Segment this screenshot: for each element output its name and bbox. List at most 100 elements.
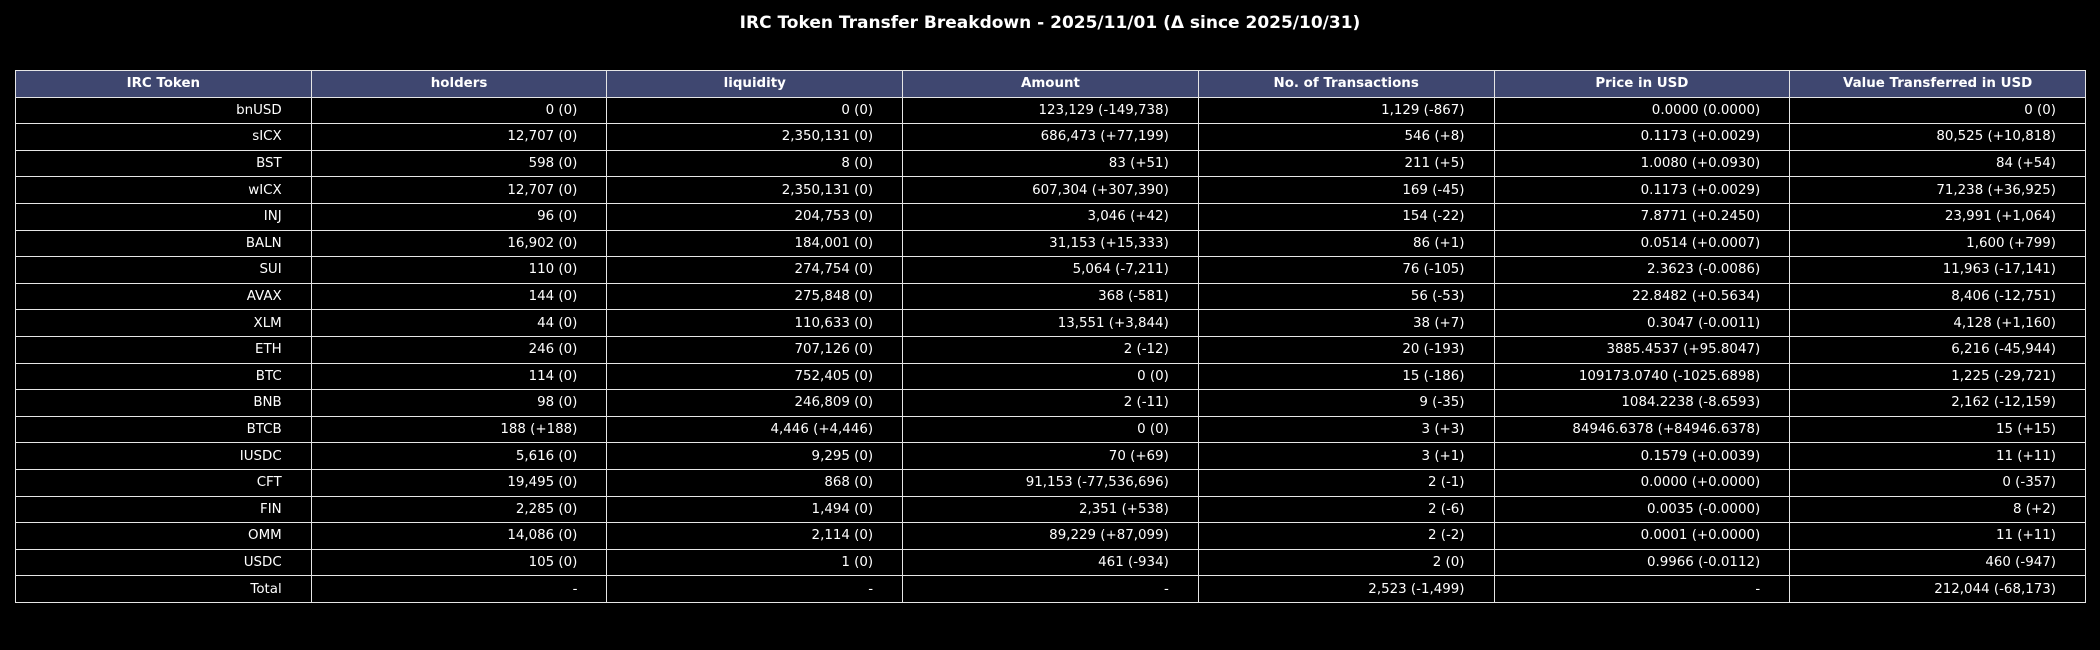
cell-price-in-usd: 0.0000 (+0.0000) <box>1493 468 1791 497</box>
cell-no-of-transactions: 169 (-45) <box>1197 176 1495 204</box>
cell-irc-token: bnUSD <box>15 96 312 125</box>
cell-no-of-transactions: 1,129 (-867) <box>1197 96 1495 125</box>
cell-no-of-transactions: 2 (0) <box>1197 548 1495 577</box>
cell-liquidity: 9,295 (0) <box>606 442 904 470</box>
cell-amount: - <box>902 575 1199 603</box>
cell-value-transferred-in-usd: 15 (+15) <box>1789 415 2086 444</box>
cell-amount: 5,064 (-7,211) <box>902 256 1199 284</box>
cell-holders: - <box>310 575 608 603</box>
cell-holders: 598 (0) <box>310 149 608 178</box>
table-row-bst: BST 598 (0) 8 (0) 83 (+51) 211 (+5) 1.0080 (+… <box>15 149 2086 178</box>
table-row-btcb: BTCB 188 (+188) 4,446 (+4,446) 0 (0) 3 (+3) 8… <box>15 415 2086 444</box>
cell-liquidity: 275,848 (0) <box>606 282 904 311</box>
table-row-btc: BTC 114 (0) 752,405 (0) 0 (0) 15 (-186) 10917… <box>15 362 2086 391</box>
cell-irc-token: AVAX <box>15 282 312 311</box>
cell-holders: 110 (0) <box>310 256 608 284</box>
cell-amount: 3,046 (+42) <box>902 202 1199 231</box>
cell-holders: 246 (0) <box>310 335 608 364</box>
cell-irc-token: ETH <box>15 335 312 364</box>
cell-amount: 13,551 (+3,844) <box>902 309 1199 337</box>
table-row-usdc: USDC 105 (0) 1 (0) 461 (-934) 2 (0) 0.9966 (-… <box>15 548 2086 577</box>
header-row: IRC Token holders liquidity Amount No. of Tr… <box>15 70 2086 98</box>
cell-price-in-usd: 0.1173 (+0.0029) <box>1493 176 1791 204</box>
cell-liquidity: 274,754 (0) <box>606 256 904 284</box>
cell-liquidity: - <box>606 575 904 603</box>
cell-holders: 16,902 (0) <box>310 229 608 258</box>
cell-price-in-usd: 0.0001 (+0.0000) <box>1493 522 1791 550</box>
cell-irc-token: Total <box>15 575 312 603</box>
cell-no-of-transactions: 2 (-2) <box>1197 522 1495 550</box>
table-row-bnb: BNB 98 (0) 246,809 (0) 2 (-11) 9 (-35) 1084.2… <box>15 389 2086 417</box>
table-row-eth: ETH 246 (0) 707,126 (0) 2 (-12) 20 (-193) 388… <box>15 335 2086 364</box>
table-header: IRC Token holders liquidity Amount No. of Tr… <box>15 70 2086 98</box>
cell-irc-token: SUI <box>15 256 312 284</box>
cell-liquidity: 0 (0) <box>606 96 904 125</box>
column-header-value-transferred-in-usd: Value Transferred in USD <box>1789 70 2086 98</box>
cell-value-transferred-in-usd: 11,963 (-17,141) <box>1789 256 2086 284</box>
cell-value-transferred-in-usd: 80,525 (+10,818) <box>1789 123 2086 151</box>
cell-price-in-usd: 7.8771 (+0.2450) <box>1493 202 1791 231</box>
cell-price-in-usd: 0.0000 (0.0000) <box>1493 96 1791 125</box>
cell-amount: 0 (0) <box>902 415 1199 444</box>
table-row-sicx: sICX 12,707 (0) 2,350,131 (0) 686,473 (+77,… <box>15 123 2086 151</box>
cell-liquidity: 2,350,131 (0) <box>606 123 904 151</box>
cell-value-transferred-in-usd: 8 (+2) <box>1789 495 2086 524</box>
column-header-holders: holders <box>310 70 608 98</box>
cell-liquidity: 1,494 (0) <box>606 495 904 524</box>
cell-price-in-usd: 109173.0740 (-1025.6898) <box>1493 362 1791 391</box>
table-row-omm: OMM 14,086 (0) 2,114 (0) 89,229 (+87,099) 2 … <box>15 522 2086 550</box>
cell-price-in-usd: 0.9966 (-0.0112) <box>1493 548 1791 577</box>
cell-price-in-usd: 0.1173 (+0.0029) <box>1493 123 1791 151</box>
cell-holders: 144 (0) <box>310 282 608 311</box>
cell-liquidity: 4,446 (+4,446) <box>606 415 904 444</box>
table-row-total: Total - - -2,523 (-1,499) -212,044 (-68,173) <box>15 575 2086 603</box>
cell-holders: 14,086 (0) <box>310 522 608 550</box>
cell-price-in-usd: 0.1579 (+0.0039) <box>1493 442 1791 470</box>
cell-value-transferred-in-usd: 23,991 (+1,064) <box>1789 202 2086 231</box>
cell-no-of-transactions: 3 (+3) <box>1197 415 1495 444</box>
cell-liquidity: 2,114 (0) <box>606 522 904 550</box>
cell-amount: 2 (-12) <box>902 335 1199 364</box>
table-row-inj: INJ 96 (0) 204,753 (0) 3,046 (+42) 154 (-22)… <box>15 202 2086 231</box>
cell-irc-token: sICX <box>15 123 312 151</box>
cell-value-transferred-in-usd: 11 (+11) <box>1789 442 2086 470</box>
cell-liquidity: 204,753 (0) <box>606 202 904 231</box>
cell-amount: 461 (-934) <box>902 548 1199 577</box>
cell-price-in-usd: - <box>1493 575 1791 603</box>
table-row-avax: AVAX 144 (0) 275,848 (0) 368 (-581) 56 (-53)… <box>15 282 2086 311</box>
table-row-sui: SUI 110 (0) 274,754 (0) 5,064 (-7,211) 76 (-… <box>15 256 2086 284</box>
cell-holders: 114 (0) <box>310 362 608 391</box>
cell-no-of-transactions: 2 (-6) <box>1197 495 1495 524</box>
cell-no-of-transactions: 38 (+7) <box>1197 309 1495 337</box>
cell-amount: 83 (+51) <box>902 149 1199 178</box>
column-header-price-in-usd: Price in USD <box>1493 70 1791 98</box>
cell-irc-token: FIN <box>15 495 312 524</box>
cell-amount: 31,153 (+15,333) <box>902 229 1199 258</box>
cell-irc-token: CFT <box>15 468 312 497</box>
table-row-wicx: wICX 12,707 (0) 2,350,131 (0) 607,304 (+307… <box>15 176 2086 204</box>
cell-holders: 5,616 (0) <box>310 442 608 470</box>
table-row-iusdc: IUSDC 5,616 (0) 9,295 (0) 70 (+69) 3 (+1) 0.1… <box>15 442 2086 470</box>
cell-irc-token: USDC <box>15 548 312 577</box>
cell-no-of-transactions: 211 (+5) <box>1197 149 1495 178</box>
cell-price-in-usd: 0.0035 (-0.0000) <box>1493 495 1791 524</box>
cell-no-of-transactions: 2 (-1) <box>1197 468 1495 497</box>
column-header-irc-token: IRC Token <box>15 70 312 98</box>
cell-liquidity: 707,126 (0) <box>606 335 904 364</box>
cell-liquidity: 246,809 (0) <box>606 389 904 417</box>
cell-amount: 607,304 (+307,390) <box>902 176 1199 204</box>
cell-value-transferred-in-usd: 460 (-947) <box>1789 548 2086 577</box>
cell-liquidity: 110,633 (0) <box>606 309 904 337</box>
table-row-fin: FIN 2,285 (0) 1,494 (0) 2,351 (+538) 2 (-6) 0… <box>15 495 2086 524</box>
cell-amount: 686,473 (+77,199) <box>902 123 1199 151</box>
cell-price-in-usd: 0.3047 (-0.0011) <box>1493 309 1791 337</box>
column-header-liquidity: liquidity <box>606 70 904 98</box>
token-transfer-table: IRC Token holders liquidity Amount No. of Tr… <box>15 70 2086 603</box>
cell-value-transferred-in-usd: 212,044 (-68,173) <box>1789 575 2086 603</box>
cell-no-of-transactions: 86 (+1) <box>1197 229 1495 258</box>
cell-price-in-usd: 3885.4537 (+95.8047) <box>1493 335 1791 364</box>
chart-title: IRC Token Transfer Breakdown - 2025/11/0… <box>739 13 1361 33</box>
cell-value-transferred-in-usd: 71,238 (+36,925) <box>1789 176 2086 204</box>
table-body: bnUSD 0 (0) 0 (0) 123,129 (-149,738) 1,129 (… <box>15 96 2086 603</box>
cell-holders: 105 (0) <box>310 548 608 577</box>
